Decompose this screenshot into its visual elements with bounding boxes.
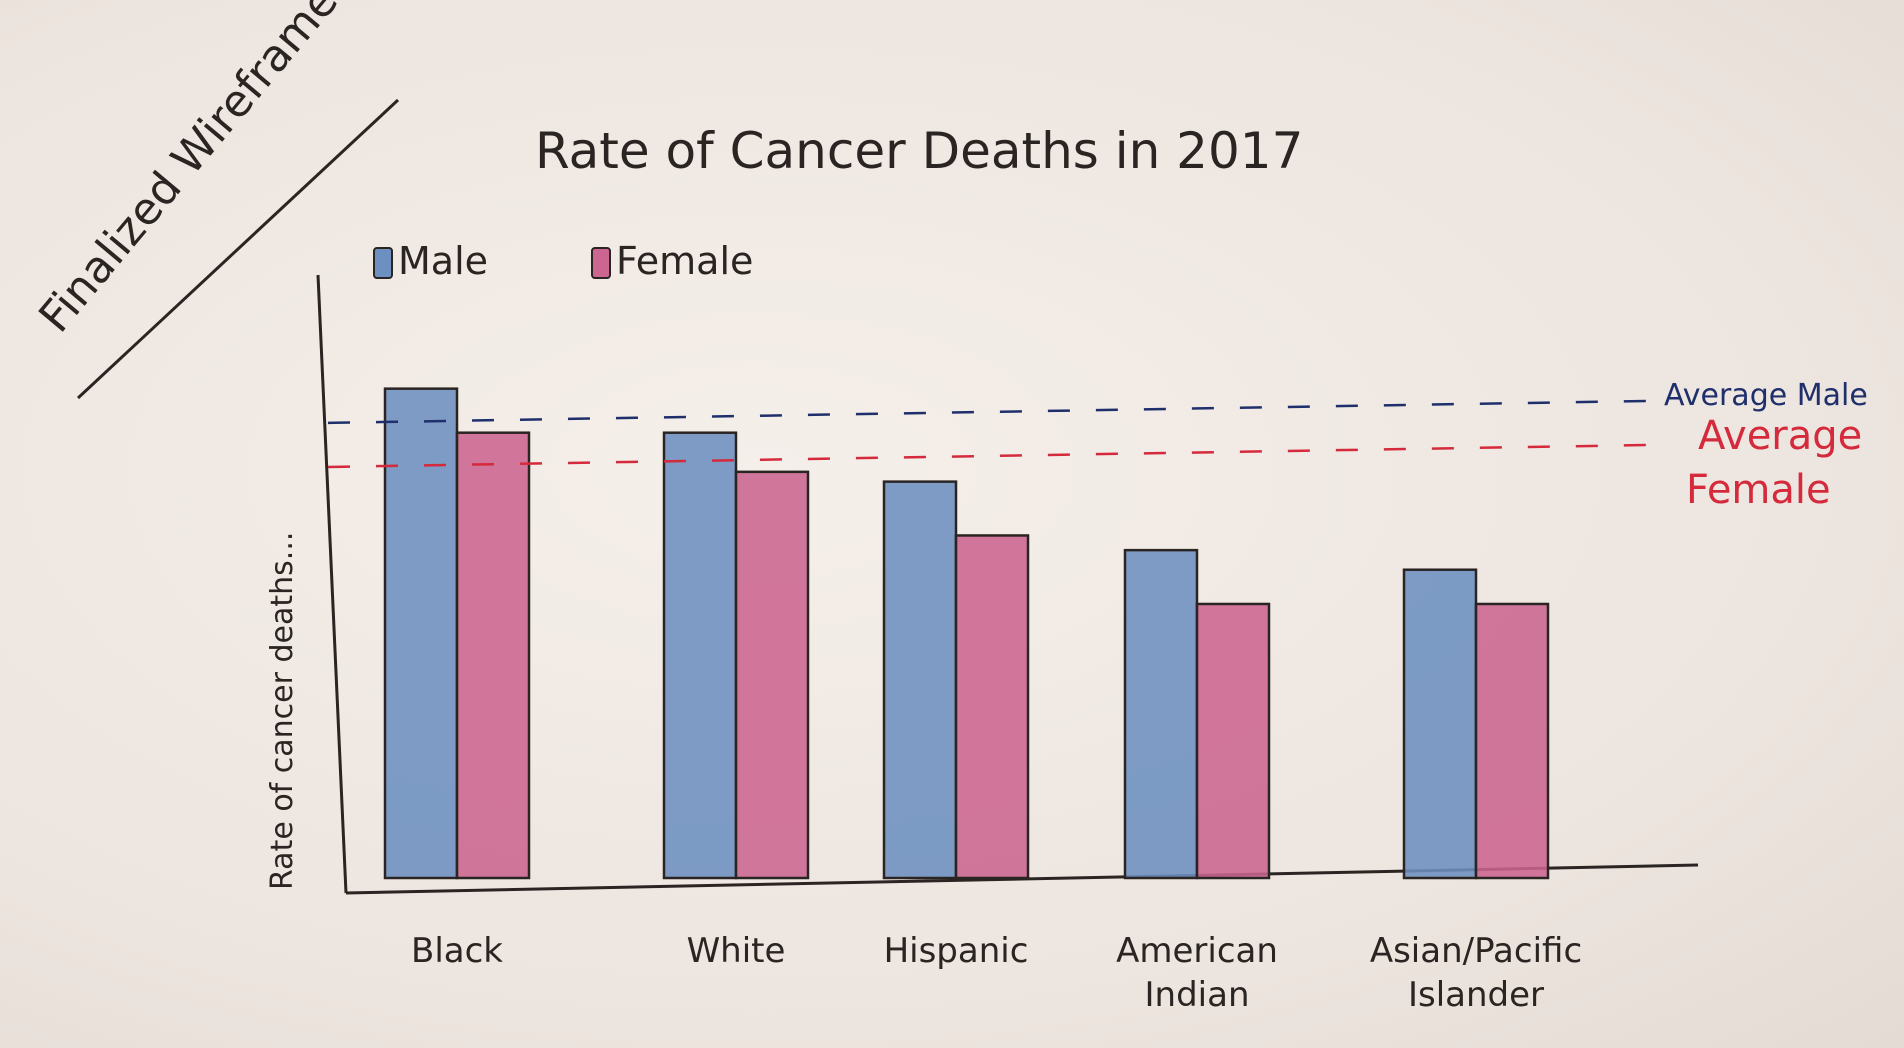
category-label-black: Black xyxy=(411,931,503,971)
chart-title: Rate of Cancer Deaths in 2017 xyxy=(535,122,1303,180)
bar-hispanic-female xyxy=(954,534,1030,880)
y-axis-line xyxy=(316,274,348,894)
legend-label-female: Female xyxy=(616,239,753,283)
bar-hispanic-male xyxy=(882,480,958,880)
wireframe-annotation: Finalized Wireframe xyxy=(29,0,348,342)
category-label-asian-pacific-islander: Asian/Pacific Islander xyxy=(1370,931,1582,1015)
annotation-underline xyxy=(76,98,400,400)
reference-line-average-male xyxy=(327,399,1651,425)
bar-black-male xyxy=(383,387,459,880)
bar-white-male xyxy=(662,431,738,880)
reference-label-average-female: Average Female xyxy=(1686,413,1862,513)
legend-swatch-female xyxy=(591,247,611,279)
bar-american-indian-female xyxy=(1195,602,1271,880)
bar-asian-pacific-islander-female xyxy=(1474,602,1550,880)
bar-black-female xyxy=(455,431,531,880)
bar-white-female xyxy=(734,470,810,880)
y-axis-label: Rate of cancer deaths... xyxy=(265,532,300,890)
legend: Male Female xyxy=(373,239,753,283)
legend-swatch-male xyxy=(373,247,393,279)
bars-group xyxy=(383,387,1550,880)
bar-american-indian-male xyxy=(1123,548,1199,880)
bar-asian-pacific-islander-male xyxy=(1402,568,1478,880)
category-label-hispanic: Hispanic xyxy=(884,931,1029,971)
legend-label-male: Male xyxy=(398,239,488,283)
reference-label-average-male: Average Male xyxy=(1664,378,1868,413)
category-labels-group: Black White Hispanic American Indian Asian/Pa… xyxy=(411,931,1582,1015)
category-label-american-indian: American Indian xyxy=(1116,931,1278,1015)
category-label-white: White xyxy=(687,931,786,971)
